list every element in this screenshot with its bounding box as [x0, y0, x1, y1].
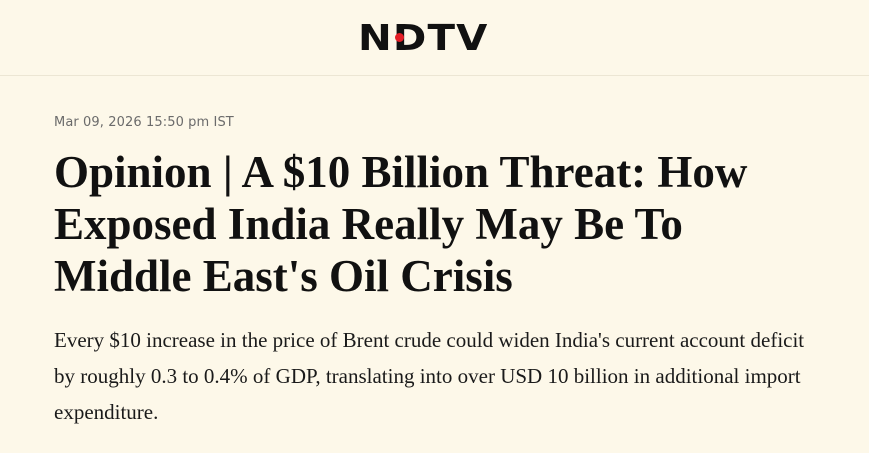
ndtv-logo[interactable]: NDTV	[358, 21, 487, 57]
site-header: NDTV	[0, 0, 869, 76]
article-headline: Opinion | A $10 Billion Threat: How Expo…	[54, 147, 748, 301]
article-dateline: Mar 09, 2026 15:50 pm IST	[54, 115, 234, 130]
article-summary: Every $10 increase in the price of Brent…	[54, 328, 805, 424]
logo-text: NDTV	[358, 18, 489, 59]
logo-red-dot-icon	[395, 33, 404, 42]
